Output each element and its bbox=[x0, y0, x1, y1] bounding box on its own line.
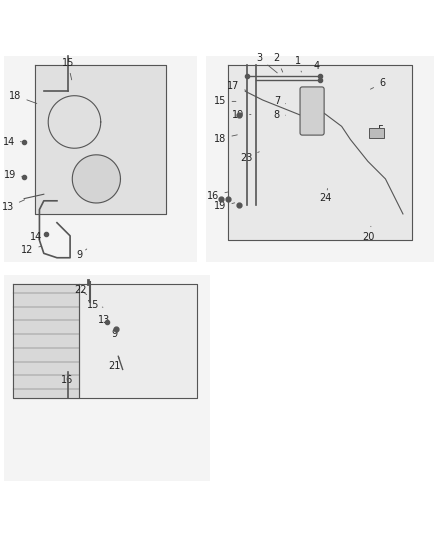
Text: 15: 15 bbox=[214, 96, 236, 107]
Text: 2: 2 bbox=[274, 53, 283, 72]
Text: 20: 20 bbox=[363, 227, 375, 242]
Text: 3: 3 bbox=[257, 53, 277, 73]
Polygon shape bbox=[35, 65, 166, 214]
Text: 19: 19 bbox=[4, 169, 21, 180]
FancyBboxPatch shape bbox=[206, 56, 434, 262]
Text: 16: 16 bbox=[207, 190, 229, 200]
Text: 8: 8 bbox=[274, 109, 286, 119]
Text: 19: 19 bbox=[214, 201, 235, 212]
Polygon shape bbox=[13, 284, 79, 398]
Text: 19: 19 bbox=[232, 109, 251, 119]
Text: 1: 1 bbox=[295, 55, 301, 72]
FancyBboxPatch shape bbox=[4, 56, 197, 262]
Text: 23: 23 bbox=[240, 152, 259, 163]
Text: 7: 7 bbox=[274, 96, 286, 107]
Text: 13: 13 bbox=[2, 200, 25, 212]
Text: 14: 14 bbox=[30, 232, 47, 242]
Polygon shape bbox=[72, 155, 120, 203]
Text: 6: 6 bbox=[371, 78, 385, 89]
Text: 5: 5 bbox=[369, 125, 383, 135]
Text: 15: 15 bbox=[87, 300, 103, 310]
Text: 21: 21 bbox=[109, 358, 121, 372]
Text: 16: 16 bbox=[60, 375, 73, 384]
Text: 18: 18 bbox=[9, 91, 37, 103]
Polygon shape bbox=[79, 284, 197, 398]
Text: 9: 9 bbox=[112, 328, 118, 338]
Text: 12: 12 bbox=[21, 245, 41, 255]
FancyBboxPatch shape bbox=[369, 128, 384, 138]
Text: 22: 22 bbox=[74, 285, 87, 295]
Text: 4: 4 bbox=[313, 61, 320, 79]
Text: 24: 24 bbox=[319, 189, 331, 203]
Text: 13: 13 bbox=[98, 316, 110, 325]
Polygon shape bbox=[228, 65, 412, 240]
FancyBboxPatch shape bbox=[300, 87, 324, 135]
Text: 18: 18 bbox=[214, 134, 237, 143]
FancyBboxPatch shape bbox=[4, 275, 210, 481]
Text: 14: 14 bbox=[3, 136, 21, 147]
Text: 15: 15 bbox=[62, 58, 74, 80]
Text: 9: 9 bbox=[77, 249, 87, 260]
Text: 17: 17 bbox=[227, 81, 246, 91]
